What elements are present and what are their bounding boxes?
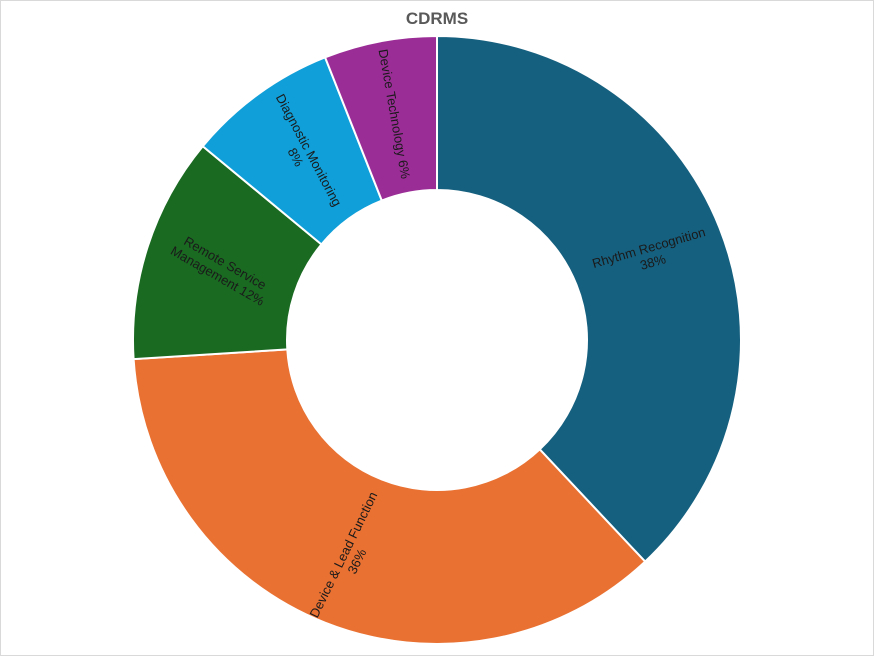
donut-slice-device-technology [323, 34, 438, 202]
donut-slice-device-lead-function [132, 348, 647, 645]
donut-slice-rhythm-recognition [436, 34, 742, 564]
chart-title: CDRMS [405, 9, 469, 28]
